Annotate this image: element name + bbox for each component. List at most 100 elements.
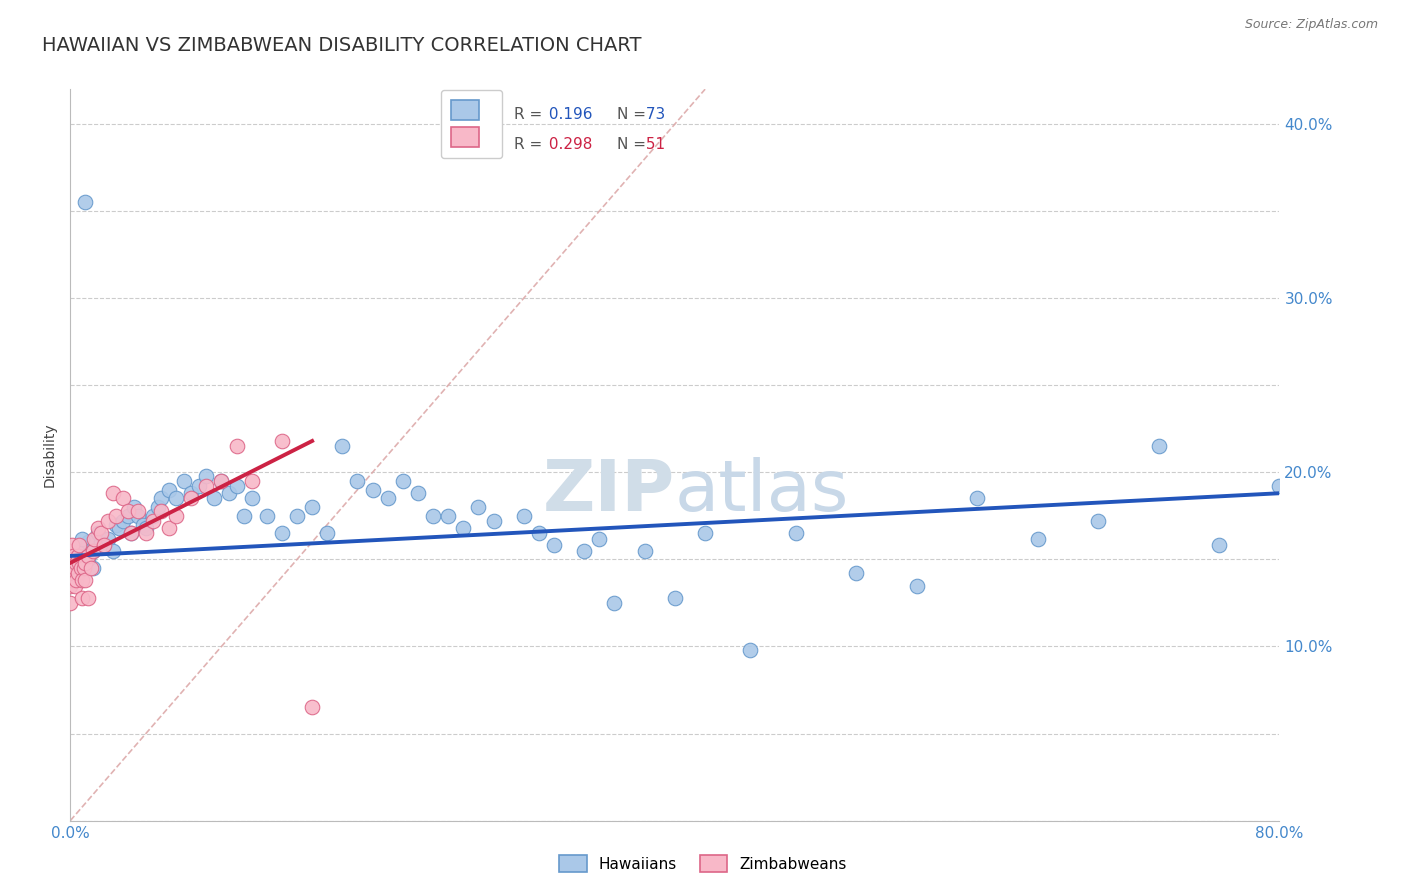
Point [211, 474, 233, 488]
Point [77, 549, 100, 563]
Point [59, 578, 82, 592]
Point [785, 526, 807, 541]
Point [97, 514, 120, 528]
Point [361, 483, 384, 497]
Point [150, 491, 173, 506]
Point [127, 508, 149, 523]
Text: HAWAIIAN VS ZIMBABWEAN DISABILITY CORRELATION CHART: HAWAIIAN VS ZIMBABWEAN DISABILITY CORREL… [42, 36, 641, 54]
Point [135, 526, 157, 541]
Point [482, 514, 505, 528]
Point [1208, 539, 1230, 553]
Text: N =: N = [617, 107, 645, 122]
Point [59, 556, 82, 570]
Point [77, 535, 100, 549]
Point [66, 549, 89, 563]
Point [75, 574, 97, 588]
Point [316, 526, 339, 541]
Point [93, 539, 115, 553]
Point [664, 591, 686, 605]
Point [574, 543, 596, 558]
Point [453, 521, 475, 535]
Point [233, 508, 256, 523]
Point [93, 539, 115, 553]
Point [66, 543, 89, 558]
Point [1147, 439, 1170, 453]
Point [240, 474, 263, 488]
Point [165, 508, 187, 523]
Point [634, 543, 657, 558]
Point [513, 508, 536, 523]
Point [77, 552, 100, 566]
Point [211, 474, 233, 488]
Point [67, 539, 90, 553]
Point [80, 561, 103, 575]
Point [202, 491, 225, 506]
Point [377, 491, 399, 506]
Point [543, 539, 565, 553]
Text: N =: N = [617, 136, 645, 152]
Point [180, 486, 202, 500]
Point [62, 549, 84, 563]
Point [117, 508, 139, 523]
Point [142, 514, 165, 528]
Text: Source: ZipAtlas.com: Source: ZipAtlas.com [1244, 18, 1378, 31]
Point [1268, 479, 1291, 493]
Point [256, 508, 278, 523]
Point [101, 486, 124, 500]
Point [63, 561, 86, 575]
Point [120, 526, 142, 541]
Point [467, 500, 489, 515]
Point [72, 532, 94, 546]
Text: 0.298: 0.298 [544, 136, 593, 152]
Point [173, 474, 195, 488]
Point [165, 491, 187, 506]
Point [77, 591, 100, 605]
Point [60, 574, 83, 588]
Point [72, 591, 94, 605]
Point [1026, 532, 1049, 546]
Point [82, 543, 104, 558]
Point [72, 574, 94, 588]
Point [73, 561, 96, 575]
Point [422, 508, 444, 523]
Point [60, 556, 83, 570]
Y-axis label: Disability: Disability [44, 423, 58, 487]
Point [187, 479, 209, 493]
Point [132, 517, 155, 532]
Point [120, 526, 142, 541]
Point [90, 535, 111, 549]
Point [107, 521, 129, 535]
Text: 73: 73 [641, 107, 665, 122]
Point [142, 508, 165, 523]
Point [122, 500, 145, 515]
Point [127, 503, 149, 517]
Point [66, 566, 89, 581]
Point [86, 521, 108, 535]
Point [966, 491, 988, 506]
Point [67, 556, 90, 570]
Point [1087, 514, 1109, 528]
Point [101, 543, 124, 558]
Point [75, 556, 97, 570]
Text: R =: R = [515, 107, 543, 122]
Text: atlas: atlas [675, 457, 849, 526]
Point [65, 574, 87, 588]
Point [406, 486, 429, 500]
Point [845, 566, 868, 581]
Point [240, 491, 263, 506]
Point [695, 526, 717, 541]
Point [271, 526, 294, 541]
Legend: , : , [440, 89, 502, 158]
Point [83, 532, 105, 546]
Point [135, 521, 157, 535]
Point [112, 491, 135, 506]
Point [603, 596, 626, 610]
Point [59, 543, 82, 558]
Point [225, 439, 247, 453]
Point [332, 439, 354, 453]
Point [146, 500, 169, 515]
Point [150, 503, 173, 517]
Point [195, 479, 218, 493]
Text: 0.196: 0.196 [544, 107, 593, 122]
Legend: Hawaiians, Zimbabweans: Hawaiians, Zimbabweans [551, 847, 855, 880]
